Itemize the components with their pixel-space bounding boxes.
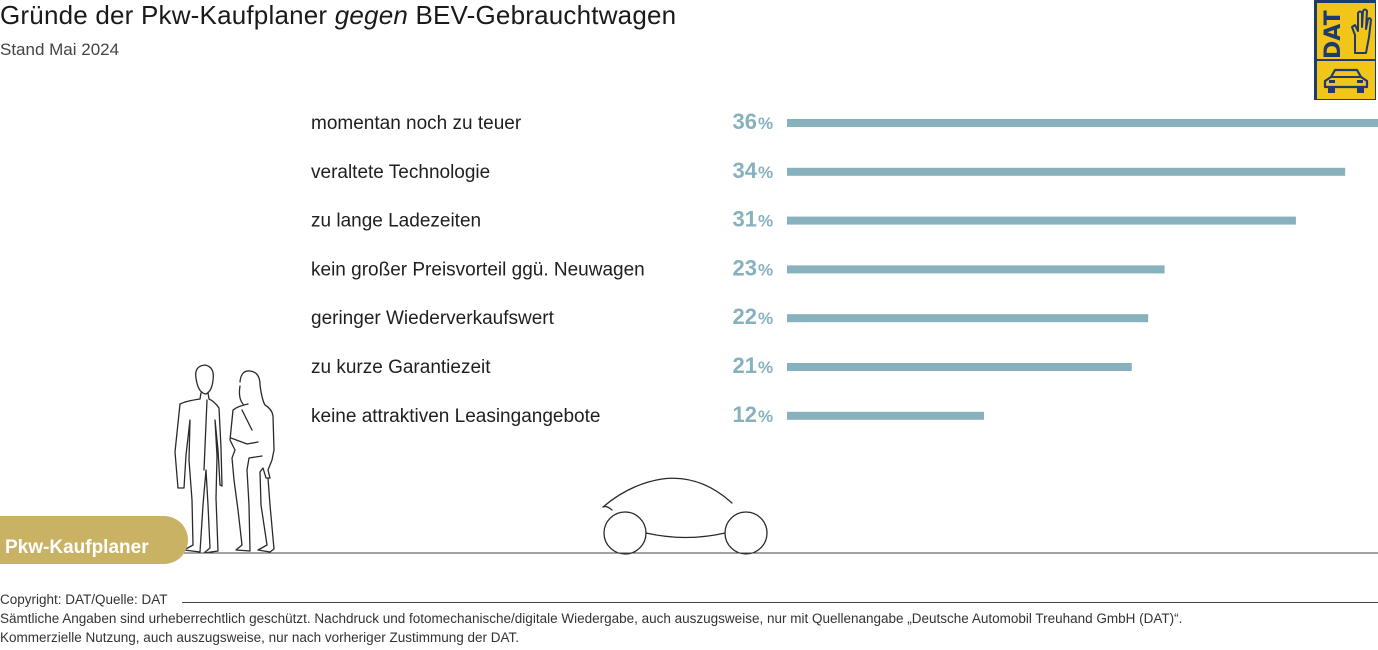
car-outline-icon <box>602 477 768 555</box>
badge-label: Pkw-Kaufplaner <box>5 537 149 558</box>
footer-rights-line-2: Kommerzielle Nutzung, auch auszugsweise,… <box>0 630 519 645</box>
value-label: 12 <box>733 402 757 427</box>
value-label: 22 <box>733 304 757 329</box>
category-label: geringer Wiederverkaufswert <box>311 308 555 329</box>
value-unit: % <box>758 114 773 133</box>
audience-badge: Pkw-Kaufplaner <box>0 516 188 564</box>
title-part-2: BEV-Gebrauchtwagen <box>408 0 677 30</box>
value-label: 21 <box>733 353 757 378</box>
chart-title: Gründe der Pkw-Kaufplaner gegen BEV-Gebr… <box>0 0 676 31</box>
two-people-icon <box>174 364 275 554</box>
footer-rights-line-1: Sämtliche Angaben sind urheberrechtlich … <box>0 611 1183 626</box>
logo-bottom-panel <box>1317 61 1375 99</box>
category-label: veraltete Technologie <box>311 162 490 183</box>
bar <box>787 167 1346 176</box>
category-label: zu kurze Garantiezeit <box>311 357 491 378</box>
footer: Copyright: DAT/Quelle: DAT Sämtliche Ang… <box>0 590 1182 647</box>
footer-rule <box>182 602 1378 603</box>
category-label: kein großer Preisvorteil ggü. Neuwagen <box>311 259 645 280</box>
value-label: 31 <box>733 207 757 232</box>
value-label: 34 <box>733 158 758 183</box>
bars-layer: momentan noch zu teuer 36 % veraltete Techn… <box>311 109 1378 427</box>
category-label: keine attraktiven Leasingangebote <box>311 406 600 427</box>
value-unit: % <box>758 163 773 182</box>
bar <box>787 216 1296 225</box>
value-label: 23 <box>733 255 757 280</box>
bar <box>787 411 984 420</box>
hand-icon <box>1351 8 1372 54</box>
bar <box>787 119 1378 127</box>
value-unit: % <box>758 212 773 231</box>
title-part-1: Gründe der Pkw-Kaufplaner <box>0 0 335 30</box>
title-emphasis: gegen <box>334 0 409 30</box>
footer-copyright: Copyright: DAT/Quelle: DAT <box>0 592 168 607</box>
value-unit: % <box>758 260 773 279</box>
value-unit: % <box>758 358 773 377</box>
bar <box>787 314 1149 323</box>
category-label: momentan noch zu teuer <box>311 113 522 134</box>
logo-top-panel: DAT <box>1317 3 1375 59</box>
value-unit: % <box>758 407 773 426</box>
value-unit: % <box>758 309 773 328</box>
bar <box>787 363 1132 371</box>
category-label: zu lange Ladezeiten <box>311 211 481 232</box>
chart-subtitle: Stand Mai 2024 <box>0 40 120 59</box>
car-icon <box>1323 68 1369 93</box>
value-label: 36 <box>733 109 757 134</box>
bar <box>787 265 1165 274</box>
dat-logo: DAT <box>1314 0 1376 100</box>
